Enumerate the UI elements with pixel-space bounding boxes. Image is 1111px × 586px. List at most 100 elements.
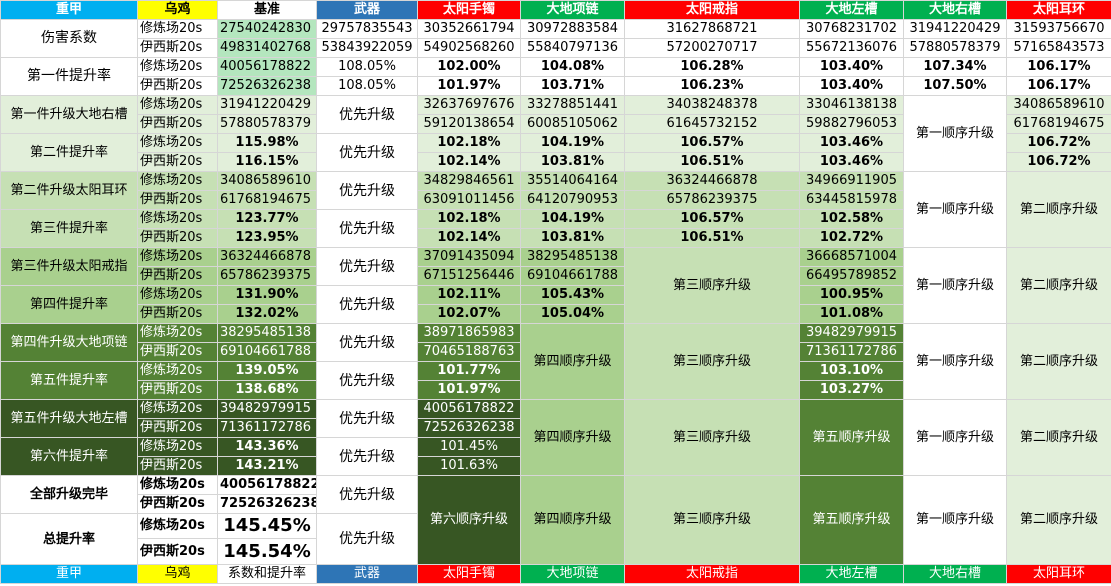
cell[interactable]: 103.81% — [520, 152, 625, 172]
label-yxs[interactable]: 伊西斯20s — [137, 190, 218, 210]
cell[interactable]: 72526326238 — [217, 494, 317, 514]
cell[interactable]: 102.11% — [417, 285, 521, 305]
cell[interactable]: 101.77% — [417, 361, 521, 381]
cell[interactable]: 36324466878 — [624, 171, 800, 191]
label-yxs[interactable]: 伊西斯20s — [137, 456, 218, 476]
label-yxs[interactable]: 伊西斯20s — [137, 114, 218, 134]
cell[interactable]: 63091011456 — [417, 190, 521, 210]
cell[interactable]: 131.90% — [217, 285, 317, 305]
footer-heavy-armor[interactable]: 重甲 — [0, 564, 138, 584]
cell[interactable]: 106.17% — [1006, 76, 1111, 96]
order-cell[interactable]: 第五顺序升级 — [799, 475, 904, 565]
order-cell[interactable]: 第三顺序升级 — [624, 323, 800, 400]
cell[interactable]: 63445815978 — [799, 190, 904, 210]
cell[interactable]: 101.97% — [417, 380, 521, 400]
cell[interactable]: 104.08% — [520, 57, 625, 77]
cell[interactable]: 101.08% — [799, 304, 904, 324]
cell[interactable]: 107.34% — [903, 57, 1007, 77]
cell[interactable]: 105.04% — [520, 304, 625, 324]
footer-earth-left-slot[interactable]: 大地左槽 — [799, 564, 904, 584]
cell[interactable]: 101.63% — [417, 456, 521, 476]
cell[interactable]: 34829846561 — [417, 171, 521, 191]
footer-coef[interactable]: 系数和提升率 — [217, 564, 317, 584]
cell[interactable]: 102.18% — [417, 209, 521, 229]
cell[interactable]: 123.77% — [217, 209, 317, 229]
cell[interactable]: 102.58% — [799, 209, 904, 229]
cell[interactable]: 102.07% — [417, 304, 521, 324]
footer-weapon[interactable]: 武器 — [316, 564, 418, 584]
label-yxs[interactable]: 伊西斯20s — [137, 228, 218, 248]
label-xlc[interactable]: 修炼场20s — [137, 513, 218, 539]
cell[interactable]: 105.43% — [520, 285, 625, 305]
cell[interactable]: 104.19% — [520, 209, 625, 229]
cell[interactable]: 40056178822 — [217, 57, 317, 77]
cell[interactable]: 53843922059 — [316, 38, 418, 58]
cell[interactable]: 65786239375 — [217, 266, 317, 286]
cell[interactable]: 103.10% — [799, 361, 904, 381]
cell[interactable]: 102.00% — [417, 57, 521, 77]
cell[interactable]: 102.14% — [417, 152, 521, 172]
header-heavy-armor[interactable]: 重甲 — [0, 0, 138, 20]
cell[interactable]: 103.81% — [520, 228, 625, 248]
cell[interactable]: 101.97% — [417, 76, 521, 96]
cell[interactable]: 67151256446 — [417, 266, 521, 286]
cell[interactable]: 115.98% — [217, 133, 317, 153]
label-xlc[interactable]: 修炼场20s — [137, 323, 218, 343]
order-cell[interactable]: 第一顺序升级 — [903, 475, 1007, 565]
order-cell[interactable]: 第二顺序升级 — [1006, 399, 1111, 476]
cell[interactable]: 103.40% — [799, 76, 904, 96]
cell[interactable]: 61768194675 — [1006, 114, 1111, 134]
cell[interactable]: 60085105062 — [520, 114, 625, 134]
cell[interactable]: 57880578379 — [217, 114, 317, 134]
order-cell[interactable]: 第一顺序升级 — [903, 399, 1007, 476]
cell[interactable]: 31593756670 — [1006, 19, 1111, 39]
cell[interactable]: 57880578379 — [903, 38, 1007, 58]
cell[interactable]: 36668571004 — [799, 247, 904, 267]
label-xlc[interactable]: 修炼场20s — [137, 399, 218, 419]
label-yxs[interactable]: 伊西斯20s — [137, 418, 218, 438]
cell[interactable]: 61645732152 — [624, 114, 800, 134]
label-yxs[interactable]: 伊西斯20s — [137, 304, 218, 324]
cell[interactable]: 39482979915 — [799, 323, 904, 343]
order-cell[interactable]: 第一顺序升级 — [903, 171, 1007, 248]
cell[interactable]: 30352661794 — [417, 19, 521, 39]
header-sun-earring[interactable]: 太阳耳环 — [1006, 0, 1111, 20]
cell[interactable]: 72526326238 — [217, 76, 317, 96]
cell[interactable]: 69104661788 — [520, 266, 625, 286]
cell[interactable]: 37091435094 — [417, 247, 521, 267]
order-cell[interactable]: 第一顺序升级 — [903, 247, 1007, 324]
label-damage[interactable]: 伤害系数 — [0, 19, 138, 58]
cell[interactable]: 40056178822 — [217, 475, 317, 495]
cell[interactable]: 70465188763 — [417, 342, 521, 362]
cell[interactable]: 69104661788 — [217, 342, 317, 362]
cell[interactable]: 30972883584 — [520, 19, 625, 39]
header-sun-ring[interactable]: 太阳戒指 — [624, 0, 800, 20]
label-up2[interactable]: 第二件升级太阳耳环 — [0, 171, 138, 210]
header-earth-left-slot[interactable]: 大地左槽 — [799, 0, 904, 20]
cell[interactable]: 33046138138 — [799, 95, 904, 115]
cell[interactable]: 34086589610 — [217, 171, 317, 191]
cell[interactable]: 36324466878 — [217, 247, 317, 267]
cell[interactable]: 108.05% — [316, 76, 418, 96]
label-yxs[interactable]: 伊西斯20s — [137, 152, 218, 172]
cell[interactable]: 38971865983 — [417, 323, 521, 343]
header-baseline[interactable]: 基准 — [217, 0, 317, 20]
cell[interactable]: 61768194675 — [217, 190, 317, 210]
header-weapon[interactable]: 武器 — [316, 0, 418, 20]
order-cell[interactable]: 第四顺序升级 — [520, 323, 625, 400]
cell[interactable]: 116.15% — [217, 152, 317, 172]
footer-sun-earring[interactable]: 太阳耳环 — [1006, 564, 1111, 584]
cell[interactable]: 59882796053 — [799, 114, 904, 134]
label-total[interactable]: 总提升率 — [0, 513, 138, 565]
cell[interactable]: 72526326238 — [417, 418, 521, 438]
cell[interactable]: 103.71% — [520, 76, 625, 96]
cell[interactable]: 54902568260 — [417, 38, 521, 58]
cell[interactable]: 57165843573 — [1006, 38, 1111, 58]
cell[interactable]: 106.51% — [624, 152, 800, 172]
footer-earth-necklace[interactable]: 大地项链 — [520, 564, 625, 584]
label-xlc[interactable]: 修炼场20s — [137, 19, 218, 39]
cell[interactable]: 143.36% — [217, 437, 317, 457]
cell[interactable]: 55672136076 — [799, 38, 904, 58]
footer-earth-right-slot[interactable]: 大地右槽 — [903, 564, 1007, 584]
cell[interactable]: 64120790953 — [520, 190, 625, 210]
